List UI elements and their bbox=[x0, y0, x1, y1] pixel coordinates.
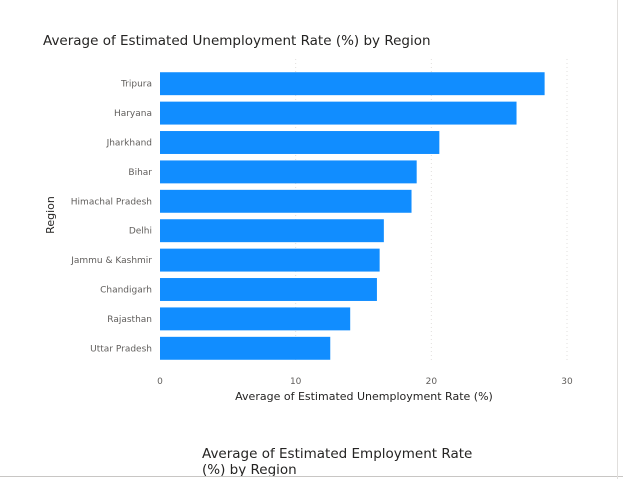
category-label: Haryana bbox=[114, 109, 152, 119]
chart-plot: Tripura Haryana Jharkhand Bihar Himachal Pra… bbox=[44, 59, 573, 403]
bar[interactable] bbox=[160, 131, 440, 154]
bar[interactable] bbox=[160, 248, 380, 272]
category-label: Himachal Pradesh bbox=[71, 197, 152, 207]
bar[interactable] bbox=[160, 101, 517, 125]
category-label: Jharkhand bbox=[106, 139, 152, 149]
chart-title: Average of Estimated Unemployment Rate (… bbox=[43, 33, 431, 49]
category-label: Bihar bbox=[128, 168, 152, 178]
category-label: Delhi bbox=[129, 227, 152, 237]
x-axis-title: Average of Estimated Unemployment Rate (… bbox=[235, 390, 493, 403]
bar[interactable] bbox=[160, 72, 545, 96]
category-labels: Tripura Haryana Jharkhand Bihar Himachal Pra… bbox=[70, 80, 152, 355]
bars bbox=[160, 72, 545, 360]
x-tick-label: 20 bbox=[426, 377, 438, 387]
category-label: Uttar Pradesh bbox=[90, 344, 152, 354]
bar[interactable] bbox=[160, 219, 384, 243]
x-tick-label: 10 bbox=[290, 377, 302, 387]
y-axis-title: Region bbox=[44, 196, 57, 234]
category-label: Tripura bbox=[120, 80, 152, 90]
next-chart-title: Average of Estimated Employment Rate (%)… bbox=[202, 446, 473, 478]
bar[interactable] bbox=[160, 336, 331, 360]
bar[interactable] bbox=[160, 160, 417, 184]
category-label: Jammu & Kashmir bbox=[70, 256, 152, 266]
bar[interactable] bbox=[160, 278, 377, 301]
bar[interactable] bbox=[160, 307, 351, 331]
x-tick-labels: 0 10 20 30 bbox=[157, 377, 573, 387]
bar[interactable] bbox=[160, 189, 412, 213]
category-label: Chandigarh bbox=[100, 286, 152, 296]
divider bbox=[617, 0, 618, 479]
x-tick-label: 30 bbox=[561, 377, 573, 387]
x-tick-label: 0 bbox=[157, 377, 163, 387]
divider bbox=[0, 476, 623, 477]
category-label: Rajasthan bbox=[107, 315, 152, 325]
